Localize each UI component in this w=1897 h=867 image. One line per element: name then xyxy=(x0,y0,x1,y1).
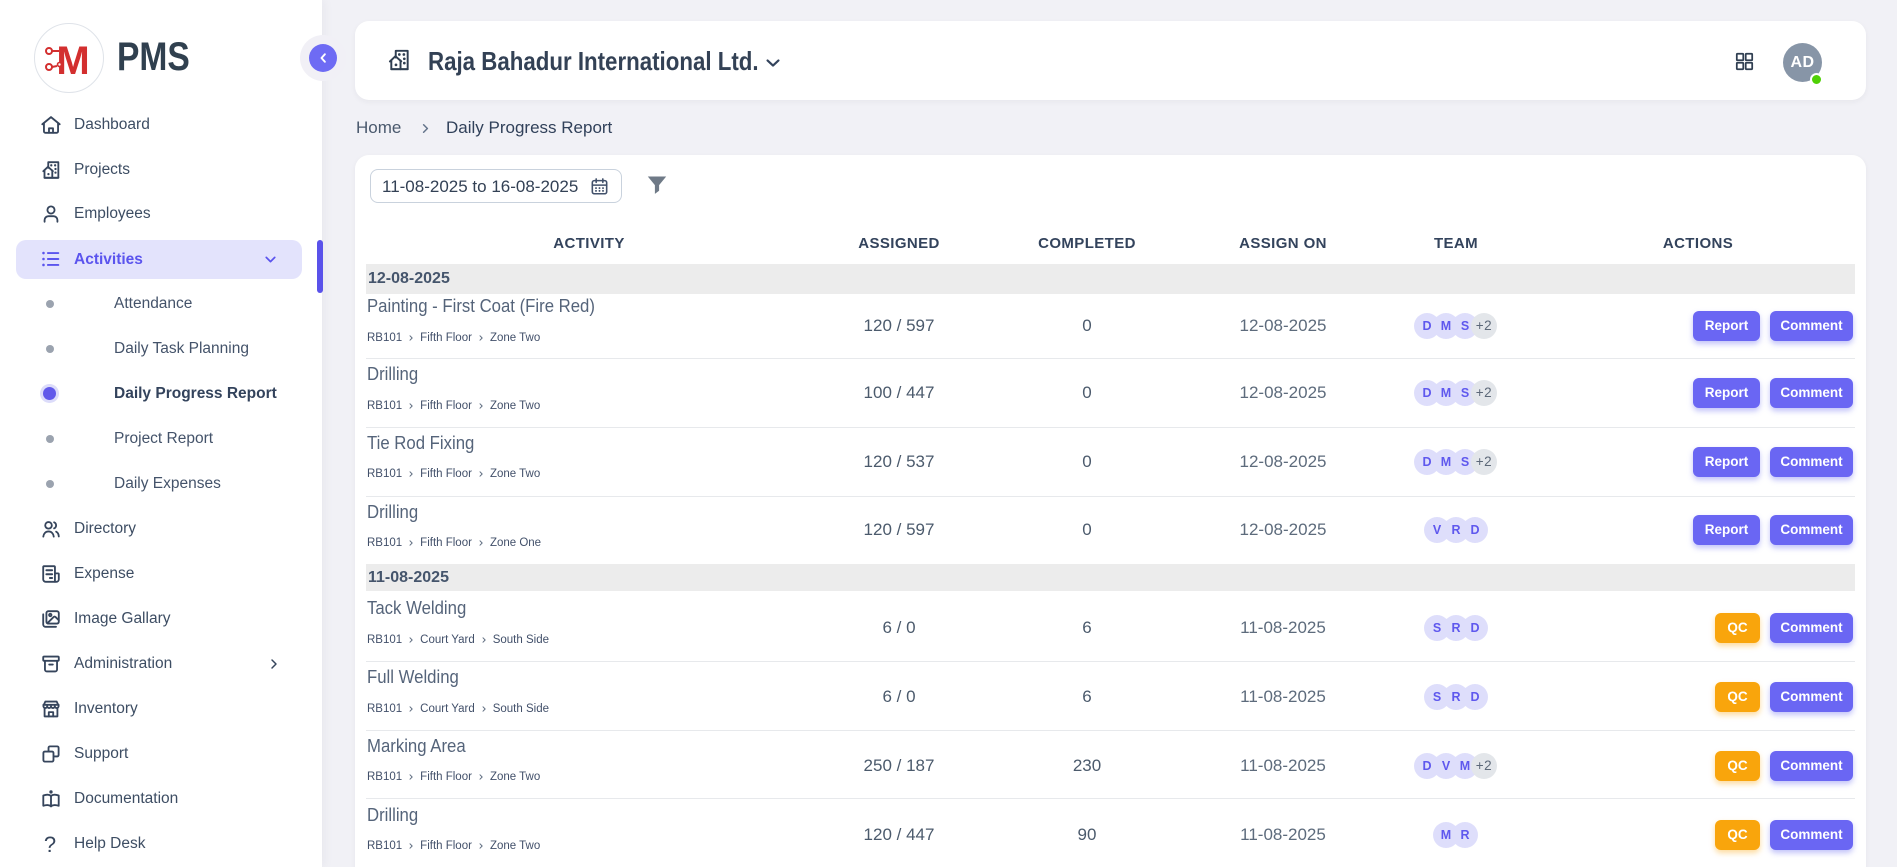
svg-text:M: M xyxy=(56,39,89,83)
